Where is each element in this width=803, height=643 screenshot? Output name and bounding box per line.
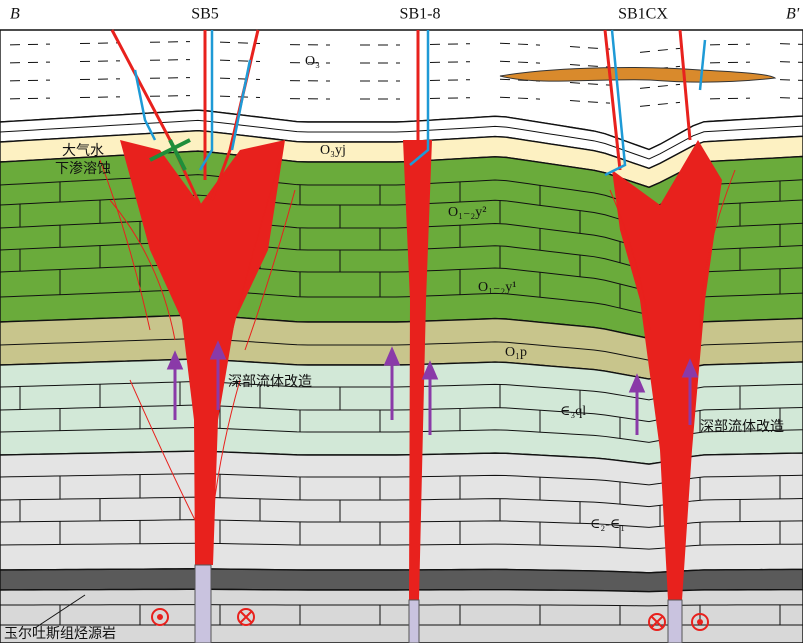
stratum-label: O₁₋₂y¹ (478, 280, 516, 295)
stratum-label: ∈₂-∈₁ (590, 517, 625, 532)
well-label: SB1CX (618, 6, 668, 23)
annotation: 深部流体改造 (700, 419, 784, 435)
section-end: B (10, 6, 20, 23)
annotation: 玉尔吐斯组烃源岩 (4, 626, 116, 642)
stratum-label: O₁₋₂y² (448, 205, 486, 220)
annotation: 大气水 (62, 143, 104, 159)
cross-section: B B' SB5 SB1-8 SB1CX O₃ O₃yj O₁₋₂y² O₁₋₂… (0, 0, 803, 643)
stratum-band (0, 589, 803, 643)
well-label: SB5 (191, 6, 219, 23)
annotation: 下渗溶蚀 (55, 161, 111, 177)
stratum-label: O₃yj (320, 143, 346, 158)
well-label: SB1-8 (400, 6, 441, 23)
stratum-label: ∈₃ql (560, 404, 586, 419)
section-end: B' (786, 6, 800, 23)
stratum-label: O₁p (505, 345, 527, 360)
annotation: 深部流体改造 (228, 374, 312, 390)
stratum-label: O₃ (305, 54, 320, 69)
